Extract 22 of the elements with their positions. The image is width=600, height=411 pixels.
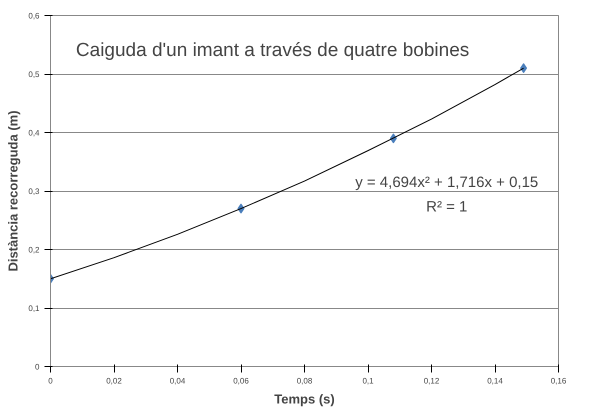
x-tick-label: 0,02 [106,376,122,386]
y-tick-label: 0,1 [28,304,40,313]
y-tick-label: 0,3 [28,187,40,196]
x-tick-label: 0,1 [362,376,374,386]
y-tick-label: 0,2 [28,246,40,254]
y-tick-label: 0,5 [28,70,40,79]
text: Caiguda d'un imant a través de quatre bobines [76,40,470,62]
x-tick-label: 0,14 [487,376,504,386]
x-tick-label: 0,06 [233,376,250,386]
x-tick-label: 0,12 [424,376,440,386]
x-tick-label: 0,16 [550,376,567,386]
annotation: y = 4,694x² + 1,716x + 0,15 [355,174,538,191]
y-tick-label: 0 [35,362,40,372]
point [520,63,528,74]
annotation: R² = 1 [426,198,468,216]
y-tick-label: 0,6 [28,12,40,20]
x-tick-label: 0,08 [296,376,313,386]
x-tick-label: 0 [48,376,54,386]
y-tick-label: 0,4 [28,128,40,138]
y-axis-title: Distància recorreguda (m) [5,110,20,272]
x-axis-title: Temps (s) [274,392,335,406]
x-tick-label: 0,04 [170,376,186,386]
